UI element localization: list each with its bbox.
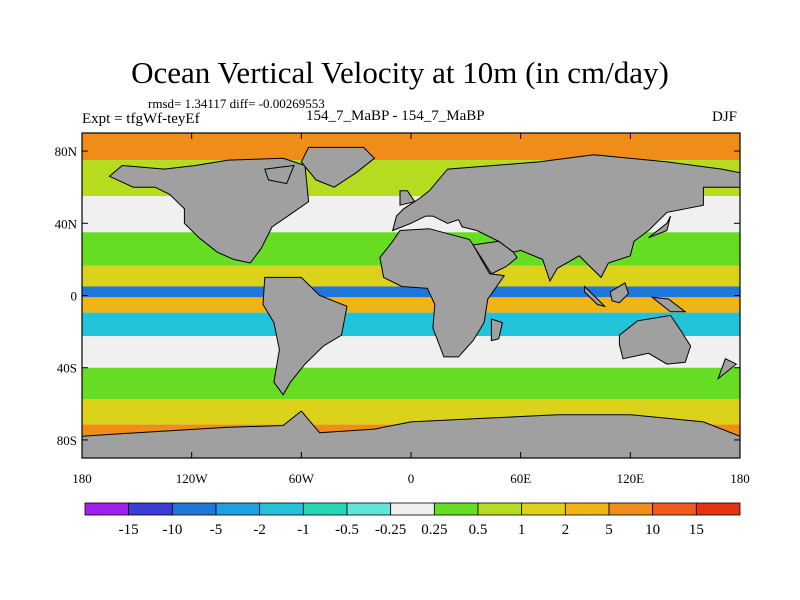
stats-line: rmsd= 1.34117 diff= -0.00269553 <box>148 96 325 111</box>
land-new-zealand <box>717 358 738 381</box>
y-tick-label: 40N <box>55 216 78 231</box>
colorbar-label: -1 <box>297 522 310 538</box>
colorbar-label: -5 <box>210 522 223 538</box>
field-band <box>82 312 740 337</box>
colorbar-box <box>433 502 479 516</box>
land-british-isles <box>399 190 416 206</box>
land-japan <box>648 215 671 239</box>
colorbar-label: 5 <box>605 522 613 538</box>
y-tick-label: 80S <box>57 433 77 448</box>
colorbar-box <box>608 502 654 516</box>
land-eurasia <box>391 154 740 283</box>
y-tick-label: 0 <box>71 289 78 304</box>
field-band <box>82 286 740 298</box>
colorbar-box <box>171 502 217 516</box>
colorbar-label: -10 <box>162 522 182 538</box>
colorbar-box <box>564 502 610 516</box>
colorbar-label: 15 <box>689 522 704 538</box>
colorbar-label: 2 <box>562 522 570 538</box>
x-tick-label: 180 <box>730 471 750 486</box>
field-band <box>82 297 740 313</box>
colorbar-label: 0.25 <box>421 522 447 538</box>
colorbar-label: -2 <box>253 522 266 538</box>
runs-label: 154_7_MaBP - 154_7_MaBP <box>306 108 485 124</box>
land-borneo <box>609 282 630 304</box>
season-label: DJF <box>712 109 738 125</box>
x-tick-label: 0 <box>408 471 415 486</box>
land-north-america <box>108 157 310 264</box>
map-plot <box>82 133 740 458</box>
land-new-guinea <box>650 296 687 313</box>
colorbar-label: -0.25 <box>375 522 406 538</box>
colorbar-box <box>128 502 173 516</box>
land-arabia <box>472 240 518 275</box>
axes: 180 120W 60W 0 60E 120E 180 80N 40N 0 40S 80S <box>55 133 750 486</box>
x-tick-label: 120E <box>617 471 645 486</box>
land-sumatra <box>584 285 607 308</box>
colorbar-box <box>477 502 523 516</box>
colorbar-label: -0.5 <box>335 522 359 538</box>
colorbar-box <box>390 502 435 516</box>
colorbar-box <box>259 502 304 516</box>
colorbar-box <box>302 502 348 516</box>
colorbar-box <box>346 502 392 516</box>
x-tick-label: 60E <box>510 471 531 486</box>
colorbar-label: 1 <box>518 522 526 538</box>
colorbar-label: 0.5 <box>469 522 488 538</box>
page-title: Ocean Vertical Velocity at 10m (in cm/da… <box>131 55 669 90</box>
land-antarctica <box>82 410 740 458</box>
x-tick-label: 180 <box>72 471 92 486</box>
y-tick-label: 40S <box>57 361 77 376</box>
colorbar-box <box>84 502 130 516</box>
land-madagascar <box>490 318 503 342</box>
colorbar-label: -15 <box>119 522 139 538</box>
colorbar-box <box>695 502 741 516</box>
land-africa <box>379 228 506 358</box>
colorbar: -15 -10 -5 -2 -1 -0.5 -0.25 0.25 0.5 1 2 5 10 15 <box>84 502 741 538</box>
land-south-america <box>262 276 348 396</box>
experiment-label: Expt = tfgWf-teyEf <box>82 111 200 127</box>
land-australia <box>618 314 692 365</box>
colorbar-label: 10 <box>645 522 660 538</box>
land-greenland <box>300 146 376 188</box>
colorbar-box <box>215 502 261 516</box>
x-tick-label: 60W <box>289 471 315 486</box>
field-band <box>82 367 740 400</box>
x-tick-label: 120W <box>176 471 209 486</box>
colorbar-box <box>521 502 566 516</box>
colorbar-box <box>652 502 697 516</box>
y-tick-label: 80N <box>55 144 78 159</box>
land-baffin-island <box>264 164 295 185</box>
